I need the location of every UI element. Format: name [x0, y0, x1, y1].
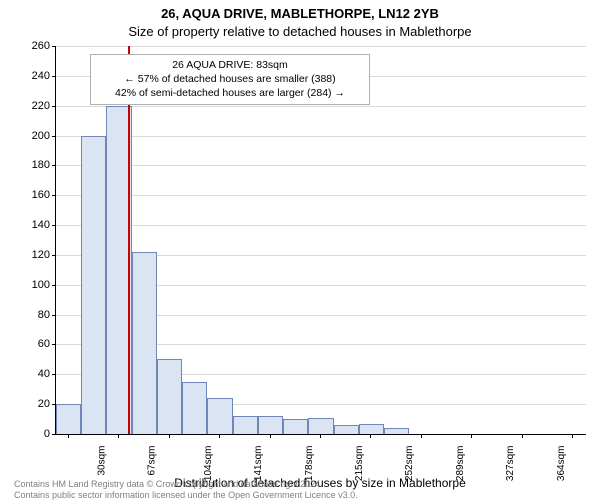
callout-line-1: 26 AQUA DRIVE: 83sqm — [97, 58, 363, 72]
xtick-mark — [169, 434, 170, 438]
ytick-label: 80 — [38, 309, 50, 321]
ytick-mark — [52, 76, 56, 77]
histogram-bar — [132, 252, 157, 434]
ytick-mark — [52, 374, 56, 375]
histogram-bar — [384, 428, 409, 434]
callout-line-3: 42% of semi-detached houses are larger (… — [97, 86, 363, 100]
xtick-mark — [118, 434, 119, 438]
chart-title-address: 26, AQUA DRIVE, MABLETHORPE, LN12 2YB — [0, 6, 600, 21]
ytick-label: 0 — [44, 428, 50, 440]
ytick-mark — [52, 136, 56, 137]
ytick-mark — [52, 106, 56, 107]
ytick-mark — [52, 225, 56, 226]
footer-line-1: Contains HM Land Registry data © Crown c… — [14, 479, 590, 489]
ytick-label: 220 — [32, 100, 50, 112]
xtick-mark — [572, 434, 573, 438]
gridline-h — [56, 225, 586, 226]
histogram-bar — [182, 382, 207, 434]
ytick-mark — [52, 195, 56, 196]
histogram-bar — [207, 398, 232, 434]
ytick-label: 120 — [32, 249, 50, 261]
gridline-h — [56, 195, 586, 196]
xtick-mark — [219, 434, 220, 438]
xtick-mark — [68, 434, 69, 438]
histogram-bar — [81, 136, 106, 434]
ytick-mark — [52, 46, 56, 47]
ytick-label: 200 — [32, 130, 50, 142]
ytick-mark — [52, 434, 56, 435]
ytick-label: 40 — [38, 368, 50, 380]
histogram-bar — [157, 359, 182, 434]
callout-box: 26 AQUA DRIVE: 83sqm ← 57% of detached h… — [90, 54, 370, 105]
ytick-label: 100 — [32, 279, 50, 291]
ytick-mark — [52, 344, 56, 345]
x-axis-labels: 30sqm67sqm104sqm141sqm178sqm215sqm252sqm… — [55, 436, 585, 450]
callout-line-2: ← 57% of detached houses are smaller (38… — [97, 72, 363, 86]
ytick-label: 180 — [32, 159, 50, 171]
xtick-mark — [471, 434, 472, 438]
ytick-mark — [52, 315, 56, 316]
ytick-label: 140 — [32, 219, 50, 231]
footer-attribution: Contains HM Land Registry data © Crown c… — [14, 479, 590, 500]
ytick-mark — [52, 165, 56, 166]
ytick-label: 60 — [38, 338, 50, 350]
chart-root: { "titles": { "line1": "26, AQUA DRIVE, … — [0, 0, 600, 500]
histogram-bar — [258, 416, 283, 434]
xtick-label: 30sqm — [96, 446, 107, 476]
histogram-bar — [283, 419, 308, 434]
ytick-label: 160 — [32, 189, 50, 201]
xtick-mark — [320, 434, 321, 438]
ytick-label: 260 — [32, 40, 50, 52]
histogram-bar — [359, 424, 384, 434]
gridline-h — [56, 136, 586, 137]
histogram-bar — [334, 425, 359, 434]
histogram-bar — [308, 418, 333, 434]
gridline-h — [56, 46, 586, 47]
histogram-bar — [233, 416, 258, 434]
ytick-label: 240 — [32, 70, 50, 82]
ytick-mark — [52, 285, 56, 286]
chart-subtitle: Size of property relative to detached ho… — [0, 24, 600, 39]
ytick-label: 20 — [38, 398, 50, 410]
xtick-mark — [370, 434, 371, 438]
xtick-mark — [522, 434, 523, 438]
gridline-h — [56, 106, 586, 107]
footer-line-2: Contains public sector information licen… — [14, 490, 590, 500]
gridline-h — [56, 165, 586, 166]
xtick-mark — [421, 434, 422, 438]
xtick-mark — [270, 434, 271, 438]
histogram-bar — [56, 404, 81, 434]
ytick-mark — [52, 255, 56, 256]
xtick-label: 67sqm — [147, 446, 158, 476]
